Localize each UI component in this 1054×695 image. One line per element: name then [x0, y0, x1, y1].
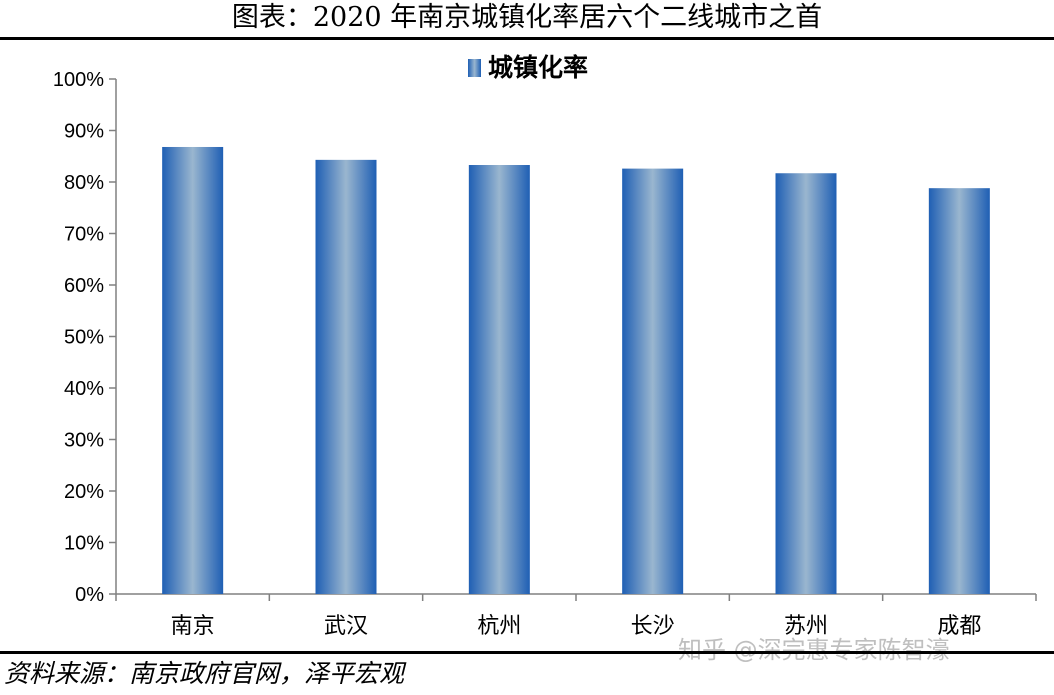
bar-chart: 0% 10% 20% 30% 40% 50% 60% 70% 80% 90% 100% 南京 武汉 杭州…	[53, 53, 1037, 639]
y-tick-label: 0%	[75, 584, 104, 606]
chart-title: 图表：2020 年南京城镇化率居六个二线城市之首	[231, 2, 823, 33]
bar	[315, 159, 377, 594]
y-axis: 0% 10% 20% 30% 40% 50% 60% 70% 80% 90% 100%	[53, 69, 117, 606]
y-tick-label: 40%	[64, 378, 104, 400]
legend-swatch	[468, 59, 481, 77]
y-tick-label: 80%	[64, 172, 104, 194]
bars	[162, 146, 990, 595]
y-tick-label: 100%	[53, 69, 104, 91]
source-note: 资料来源：南京政府官网，泽平宏观	[4, 659, 405, 688]
source-rule	[0, 651, 1054, 654]
title-rule	[0, 37, 1054, 40]
bar	[928, 188, 990, 594]
x-category-label: 杭州	[477, 614, 521, 639]
bar	[775, 173, 837, 594]
bar	[622, 168, 684, 595]
y-tick-label: 70%	[64, 224, 104, 246]
y-tick-label: 30%	[64, 430, 104, 452]
y-tick-label: 60%	[64, 275, 104, 297]
x-category-label: 南京	[171, 614, 215, 639]
y-tick-label: 20%	[64, 481, 104, 503]
x-axis: 南京 武汉 杭州 长沙 苏州 成都	[115, 593, 1037, 639]
legend-label: 城镇化率	[488, 53, 588, 82]
x-category-label: 武汉	[324, 614, 368, 639]
bar	[162, 146, 224, 594]
watermark: 知乎 @深完惠专家陈智濠	[678, 636, 950, 664]
y-tick-label: 10%	[64, 533, 104, 555]
y-tick-label: 90%	[64, 121, 104, 143]
x-category-label: 长沙	[631, 614, 675, 639]
x-category-label: 成都	[937, 614, 981, 639]
bar	[468, 165, 530, 594]
legend: 城镇化率	[468, 53, 588, 82]
y-tick-label: 50%	[64, 327, 104, 349]
x-category-label: 苏州	[784, 614, 828, 639]
